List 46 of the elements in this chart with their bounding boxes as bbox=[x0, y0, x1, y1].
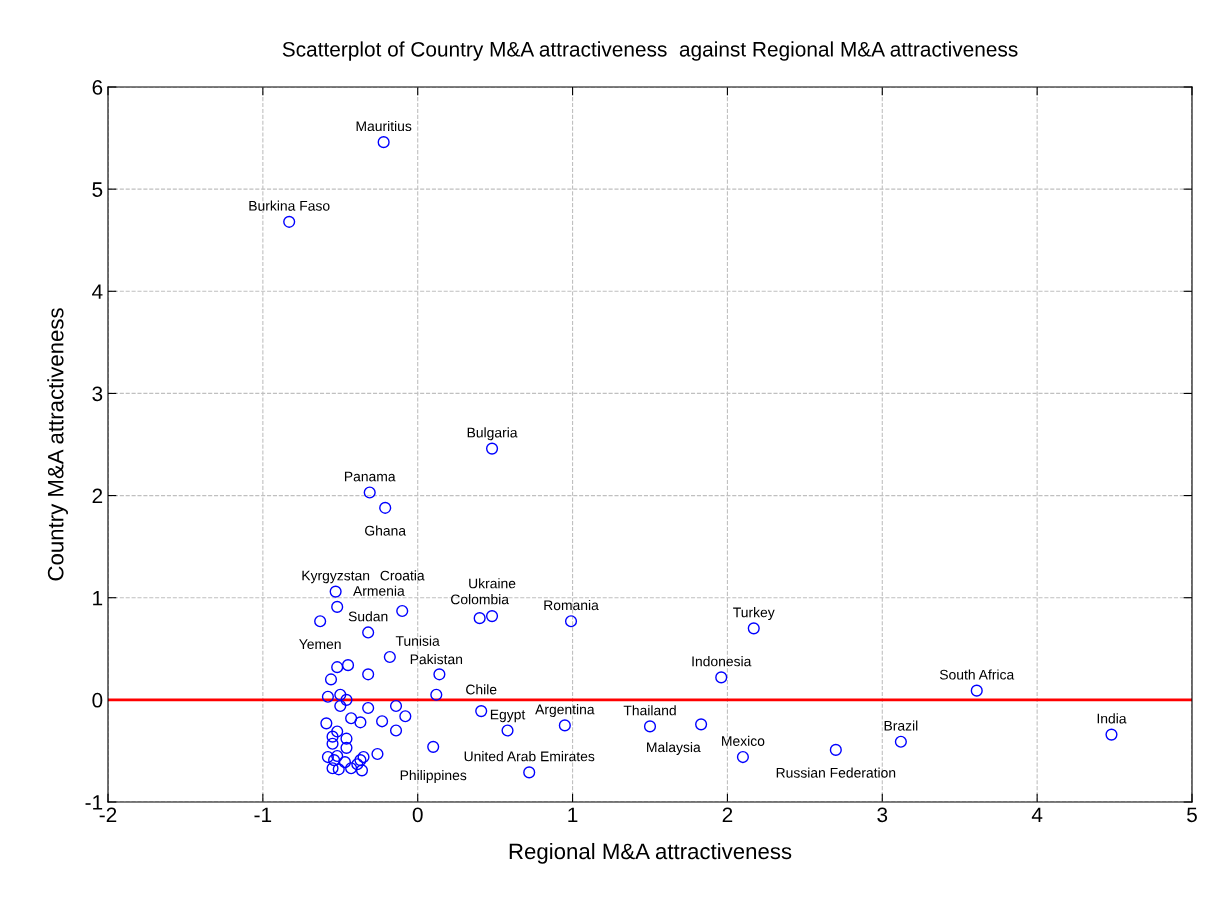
x-tick-label: 3 bbox=[877, 807, 888, 823]
x-tick-label: -1 bbox=[254, 807, 272, 822]
annotation: Brazil bbox=[884, 720, 918, 731]
y-tick-label: 3 bbox=[92, 386, 103, 402]
annotation: Argentina bbox=[535, 704, 595, 718]
annotation: Panama bbox=[344, 471, 396, 482]
annotation: Malaysia bbox=[647, 741, 701, 755]
annotation: Kyrgyzstan bbox=[302, 570, 370, 584]
annotation: Colombia bbox=[451, 594, 509, 605]
annotation: Tunisia bbox=[395, 635, 440, 646]
y-tick-label: 4 bbox=[92, 284, 103, 299]
annotation: Russian Federation bbox=[776, 767, 896, 778]
annotation: Chile bbox=[466, 684, 497, 695]
x-tick-label: 4 bbox=[1031, 807, 1043, 822]
annotation: Egypt bbox=[490, 709, 526, 723]
x-tick-label: 0 bbox=[412, 807, 423, 823]
y-tick-label: 0 bbox=[92, 692, 103, 708]
annotation: Indonesia bbox=[692, 656, 752, 667]
annotation: Armenia bbox=[353, 585, 405, 596]
y-tick-label: 2 bbox=[92, 488, 103, 504]
annotation: Mauritius bbox=[356, 120, 412, 132]
annotation: Turkey bbox=[733, 607, 775, 621]
annotation: Philippines bbox=[400, 770, 467, 783]
y-tick-label: 5 bbox=[92, 182, 103, 197]
annotation: Sudan bbox=[348, 611, 388, 622]
annotation: Mexico bbox=[722, 735, 765, 746]
annotation: Pakistan bbox=[410, 654, 463, 665]
x-tick-label: 2 bbox=[722, 807, 733, 822]
annotation: Croatia bbox=[380, 570, 425, 581]
x-axis-title: Regional M&A attractiveness bbox=[509, 842, 792, 864]
annotation: Yemen bbox=[299, 639, 341, 650]
annotation: Thailand bbox=[623, 705, 676, 716]
x-tick-label: 5 bbox=[1187, 807, 1197, 823]
annotation: United Arab Emirates bbox=[464, 751, 595, 762]
annotation: South Africa bbox=[939, 669, 1015, 680]
x-tick-label: 1 bbox=[568, 807, 578, 822]
annotation: India bbox=[1097, 713, 1127, 724]
y-tick-label: 6 bbox=[92, 80, 103, 95]
y-tick-label: 1 bbox=[93, 590, 103, 606]
annotation: Bulgaria bbox=[467, 427, 518, 441]
annotation: Burkina Faso bbox=[249, 200, 330, 211]
y-axis-title: Country M&A attractiveness bbox=[47, 308, 68, 581]
chart-title: Scatterplot of Country M&A attractiveness against Regional M&A attractiveness bbox=[282, 41, 1018, 61]
annotation: Ghana bbox=[365, 525, 407, 536]
annotation: Romania bbox=[544, 599, 599, 611]
annotation: Ukraine bbox=[469, 578, 516, 589]
